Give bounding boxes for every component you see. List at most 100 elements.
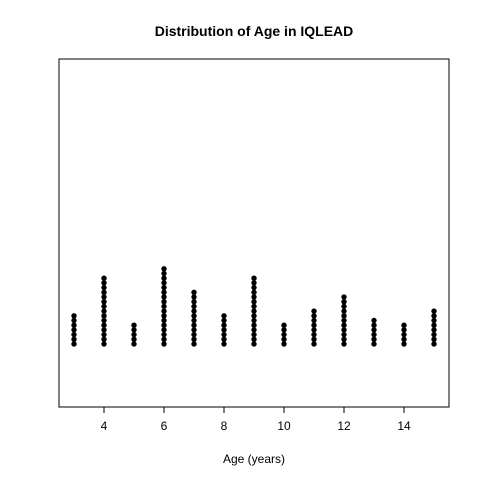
data-point-age-4-11	[101, 294, 107, 300]
data-point-age-6-12	[161, 289, 167, 295]
data-point-age-3-1	[71, 341, 77, 347]
data-point-age-11-1	[311, 341, 317, 347]
data-point-age-12-4	[341, 327, 347, 333]
data-point-age-9-12	[251, 289, 257, 295]
data-point-age-15-6	[431, 317, 437, 324]
data-point-age-6-2	[161, 336, 167, 342]
data-point-age-4-12	[101, 289, 107, 295]
data-point-age-8-1	[221, 341, 227, 347]
data-point-age-3-3	[71, 331, 77, 338]
data-point-age-4-4	[101, 327, 107, 333]
data-point-age-4-10	[101, 299, 107, 305]
data-point-age-3-6	[71, 317, 77, 324]
data-point-age-9-8	[251, 308, 257, 314]
data-point-age-7-7	[191, 313, 197, 319]
data-point-age-4-15	[101, 275, 107, 281]
data-point-age-11-3	[311, 331, 317, 338]
data-point-age-12-7	[341, 313, 347, 319]
data-point-age-4-14	[101, 280, 107, 286]
data-point-age-4-3	[101, 331, 107, 338]
data-point-age-14-4	[401, 327, 407, 333]
x-tick-label-8: 8	[221, 419, 228, 433]
data-point-age-11-2	[311, 336, 317, 342]
data-point-age-15-8	[431, 308, 437, 314]
x-axis-label: Age (years)	[223, 452, 285, 466]
data-point-age-9-4	[251, 327, 257, 333]
x-tick-label-10: 10	[277, 419, 291, 433]
data-point-age-8-4	[221, 327, 227, 333]
data-point-age-10-2	[281, 336, 287, 342]
data-point-age-7-10	[191, 299, 197, 305]
x-tick-label-14: 14	[397, 419, 411, 433]
data-point-age-9-5	[251, 322, 257, 328]
data-point-age-6-16	[161, 270, 167, 277]
data-point-age-13-1	[371, 341, 377, 347]
data-point-age-6-8	[161, 308, 167, 314]
data-point-age-6-1	[161, 341, 167, 347]
chart-title: Distribution of Age in IQLEAD	[155, 23, 354, 39]
data-point-age-6-14	[161, 280, 167, 286]
data-point-age-12-8	[341, 308, 347, 314]
plot-frame	[58, 58, 450, 408]
data-point-age-7-6	[191, 317, 197, 324]
data-point-age-14-1	[401, 341, 407, 347]
data-point-age-13-6	[371, 317, 377, 324]
x-tick-label-12: 12	[337, 419, 351, 433]
data-point-age-7-4	[191, 327, 197, 333]
data-point-age-9-14	[251, 280, 257, 286]
data-point-age-9-9	[251, 303, 257, 310]
data-point-age-6-11	[161, 294, 167, 300]
data-point-age-6-15	[161, 275, 167, 281]
data-point-age-12-10	[341, 299, 347, 305]
data-point-age-5-5	[131, 322, 137, 328]
data-point-age-9-15	[251, 275, 257, 281]
data-point-age-9-1	[251, 341, 257, 347]
data-point-age-6-17	[161, 266, 167, 272]
data-point-age-9-7	[251, 313, 257, 319]
data-point-age-6-5	[161, 322, 167, 328]
data-point-age-12-5	[341, 322, 347, 328]
data-point-age-12-1	[341, 341, 347, 347]
data-point-age-7-8	[191, 308, 197, 314]
data-point-age-4-7	[101, 313, 107, 319]
data-point-age-9-13	[251, 284, 257, 291]
data-point-age-12-6	[341, 317, 347, 324]
data-point-age-3-7	[71, 313, 77, 319]
data-point-age-8-6	[221, 317, 227, 324]
data-point-age-15-7	[431, 313, 437, 319]
data-point-age-12-9	[341, 303, 347, 310]
data-point-age-4-6	[101, 317, 107, 324]
data-point-age-13-3	[371, 331, 377, 338]
data-point-age-8-7	[221, 313, 227, 319]
data-point-age-9-2	[251, 336, 257, 342]
data-point-age-13-4	[371, 327, 377, 333]
data-point-age-7-3	[191, 331, 197, 338]
data-point-age-12-2	[341, 336, 347, 342]
data-point-age-7-12	[191, 289, 197, 295]
data-point-age-11-8	[311, 308, 317, 314]
x-tick-label-6: 6	[161, 419, 168, 433]
data-point-age-7-1	[191, 341, 197, 347]
data-point-age-7-2	[191, 336, 197, 342]
data-point-age-7-5	[191, 322, 197, 328]
data-point-age-9-11	[251, 294, 257, 300]
data-point-age-8-5	[221, 322, 227, 328]
data-point-age-3-5	[71, 322, 77, 328]
x-axis: 4 6 8 10 12 14	[101, 407, 411, 433]
data-point-age-6-3	[161, 331, 167, 338]
data-point-age-15-5	[431, 322, 437, 328]
data-point-age-11-6	[311, 317, 317, 324]
data-point-age-5-2	[131, 336, 137, 342]
data-point-age-7-9	[191, 303, 197, 310]
data-point-age-10-4	[281, 327, 287, 333]
data-point-age-4-13	[101, 284, 107, 291]
data-point-age-5-4	[131, 327, 137, 333]
data-point-age-4-8	[101, 308, 107, 314]
data-point-age-5-3	[131, 331, 137, 338]
data-point-age-10-5	[281, 322, 287, 328]
data-point-age-6-9	[161, 303, 167, 310]
data-point-age-12-3	[341, 331, 347, 338]
data-point-age-13-2	[371, 336, 377, 342]
